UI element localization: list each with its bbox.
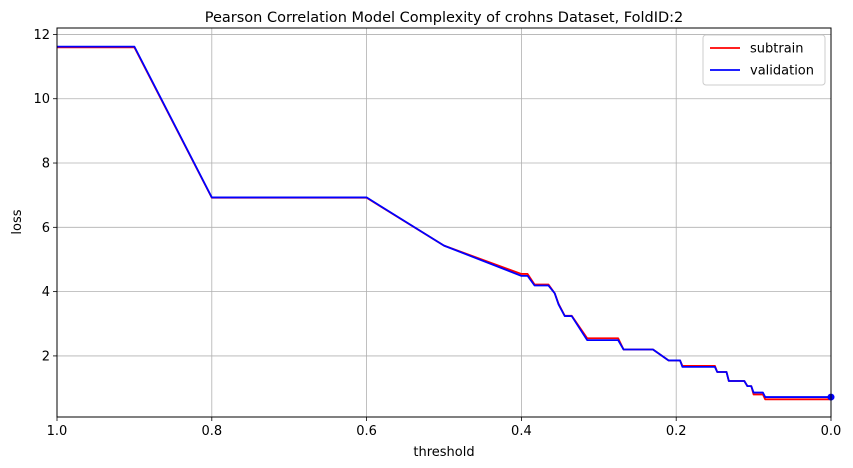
x-tick-label: 0.4 (511, 424, 532, 439)
x-tick-label: 0.2 (666, 424, 687, 439)
legend-label-validation: validation (750, 64, 814, 79)
y-tick-label: 2 (42, 349, 50, 364)
x-axis-label: threshold (413, 445, 474, 460)
legend-label-subtrain: subtrain (750, 42, 804, 57)
grid (56, 28, 832, 417)
legend: subtrain validation (702, 34, 826, 86)
ticks: 1.0 0.8 0.6 0.4 0.2 0.0 2 4 6 8 10 12 (33, 28, 841, 439)
x-tick-label: 0.0 (821, 424, 842, 439)
y-axis-label: loss (10, 209, 25, 234)
series-line-subtrain (57, 46, 832, 401)
chart-title: Pearson Correlation Model Complexity of … (205, 10, 684, 26)
y-tick-label: 4 (42, 285, 50, 300)
series-layer (57, 45, 835, 401)
x-tick-label: 0.6 (356, 424, 377, 439)
plot-frame (56, 27, 832, 418)
y-tick-label: 10 (33, 92, 50, 107)
y-tick-label: 12 (33, 28, 50, 43)
y-tick-label: 6 (42, 221, 50, 236)
series-line-validation (57, 45, 831, 398)
x-tick-label: 1.0 (47, 424, 68, 439)
x-tick-label: 0.8 (201, 424, 222, 439)
y-tick-label: 8 (42, 157, 50, 172)
